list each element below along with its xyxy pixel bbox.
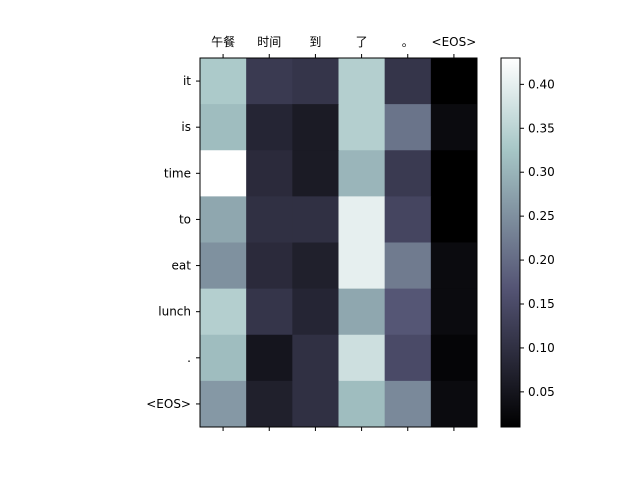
heatmap-frame bbox=[199, 57, 478, 428]
x-axis-ticks: 午餐 时间 到 了 。 <EOS> bbox=[211, 34, 476, 431]
heatmap-cell bbox=[200, 58, 247, 105]
heatmap-cell bbox=[292, 288, 339, 336]
heatmap-cell bbox=[200, 150, 247, 197]
colorbar-tick-label: 0.25 bbox=[528, 209, 555, 223]
heatmap-cell bbox=[384, 334, 432, 382]
heatmap-cell bbox=[338, 288, 386, 336]
colorbar-tick-label: 0.15 bbox=[528, 297, 555, 311]
heatmap-cell bbox=[200, 334, 247, 382]
y-tick-label: time bbox=[164, 166, 191, 180]
heatmap-cell bbox=[292, 104, 339, 151]
heatmap-cells bbox=[200, 58, 478, 428]
heatmap-cell bbox=[246, 380, 293, 428]
heatmap-cell bbox=[430, 196, 478, 243]
y-tick-label: <EOS> bbox=[146, 397, 191, 411]
heatmap-cell bbox=[384, 196, 432, 243]
colorbar bbox=[500, 57, 521, 428]
y-tick-label: to bbox=[179, 212, 191, 226]
colorbar-tick-label: 0.30 bbox=[528, 165, 555, 179]
heatmap-cell bbox=[292, 196, 339, 243]
heatmap-cell bbox=[430, 334, 478, 382]
y-tick-label: is bbox=[181, 120, 191, 134]
heatmap-cell bbox=[338, 334, 386, 382]
heatmap-cell bbox=[338, 58, 386, 105]
heatmap-cell bbox=[338, 104, 386, 151]
heatmap-cell bbox=[338, 242, 386, 290]
y-tick-label: eat bbox=[172, 259, 192, 273]
x-tick-label: 。 bbox=[402, 35, 414, 49]
x-tick-label: 时间 bbox=[257, 35, 281, 49]
heatmap-cell bbox=[246, 104, 293, 151]
heatmap-cell bbox=[292, 334, 339, 382]
heatmap-cell bbox=[338, 196, 386, 243]
heatmap-cell bbox=[384, 58, 432, 105]
heatmap-cell bbox=[246, 150, 293, 197]
heatmap-cell bbox=[200, 242, 247, 290]
heatmap-cell bbox=[384, 380, 432, 428]
y-tick-label: . bbox=[187, 351, 191, 365]
x-tick-label: 午餐 bbox=[211, 34, 235, 49]
heatmap-cell bbox=[430, 380, 478, 428]
heatmap-cell bbox=[384, 242, 432, 290]
colorbar-tick-label: 0.40 bbox=[528, 77, 555, 91]
colorbar-tick-label: 0.35 bbox=[528, 121, 555, 135]
colorbar-tick-label: 0.10 bbox=[528, 341, 555, 355]
y-tick-label: lunch bbox=[158, 305, 191, 319]
heatmap-cell bbox=[430, 150, 478, 197]
heatmap-cell bbox=[292, 150, 339, 197]
y-tick-label: it bbox=[183, 74, 191, 88]
heatmap-cell bbox=[430, 242, 478, 290]
heatmap-cell bbox=[200, 104, 247, 151]
heatmap-cell bbox=[246, 242, 293, 290]
heatmap-cell bbox=[200, 196, 247, 243]
colorbar-tick-label: 0.20 bbox=[528, 253, 555, 267]
y-axis-ticks: it is time to eat lunch. <EOS> bbox=[146, 74, 200, 411]
heatmap-cell bbox=[338, 380, 386, 428]
x-tick-label: <EOS> bbox=[432, 35, 477, 49]
heatmap-cell bbox=[200, 380, 247, 428]
colorbar-tick-label: 0.05 bbox=[528, 385, 555, 399]
heatmap-cell bbox=[430, 288, 478, 336]
heatmap-cell bbox=[430, 104, 478, 151]
x-tick-label: 到 bbox=[309, 35, 321, 49]
heatmap-cell bbox=[384, 150, 432, 197]
colorbar-ticks: 0.05 0.10 0.15 0.20 0.25 0.30 0.35 0.40 bbox=[520, 77, 555, 399]
heatmap-cell bbox=[292, 58, 339, 105]
heatmap-cell bbox=[338, 150, 386, 197]
heatmap-cell bbox=[292, 242, 339, 290]
heatmap-cell bbox=[246, 58, 293, 105]
heatmap-cell bbox=[246, 288, 293, 336]
heatmap-cell bbox=[384, 104, 432, 151]
x-tick-label: 了 bbox=[356, 35, 368, 49]
heatmap-cell bbox=[292, 380, 339, 428]
heatmap-cell bbox=[200, 288, 247, 336]
heatmap-cell bbox=[246, 196, 293, 243]
heatmap-cell bbox=[246, 334, 293, 382]
heatmap-cell bbox=[384, 288, 432, 336]
heatmap-cell bbox=[430, 58, 478, 105]
